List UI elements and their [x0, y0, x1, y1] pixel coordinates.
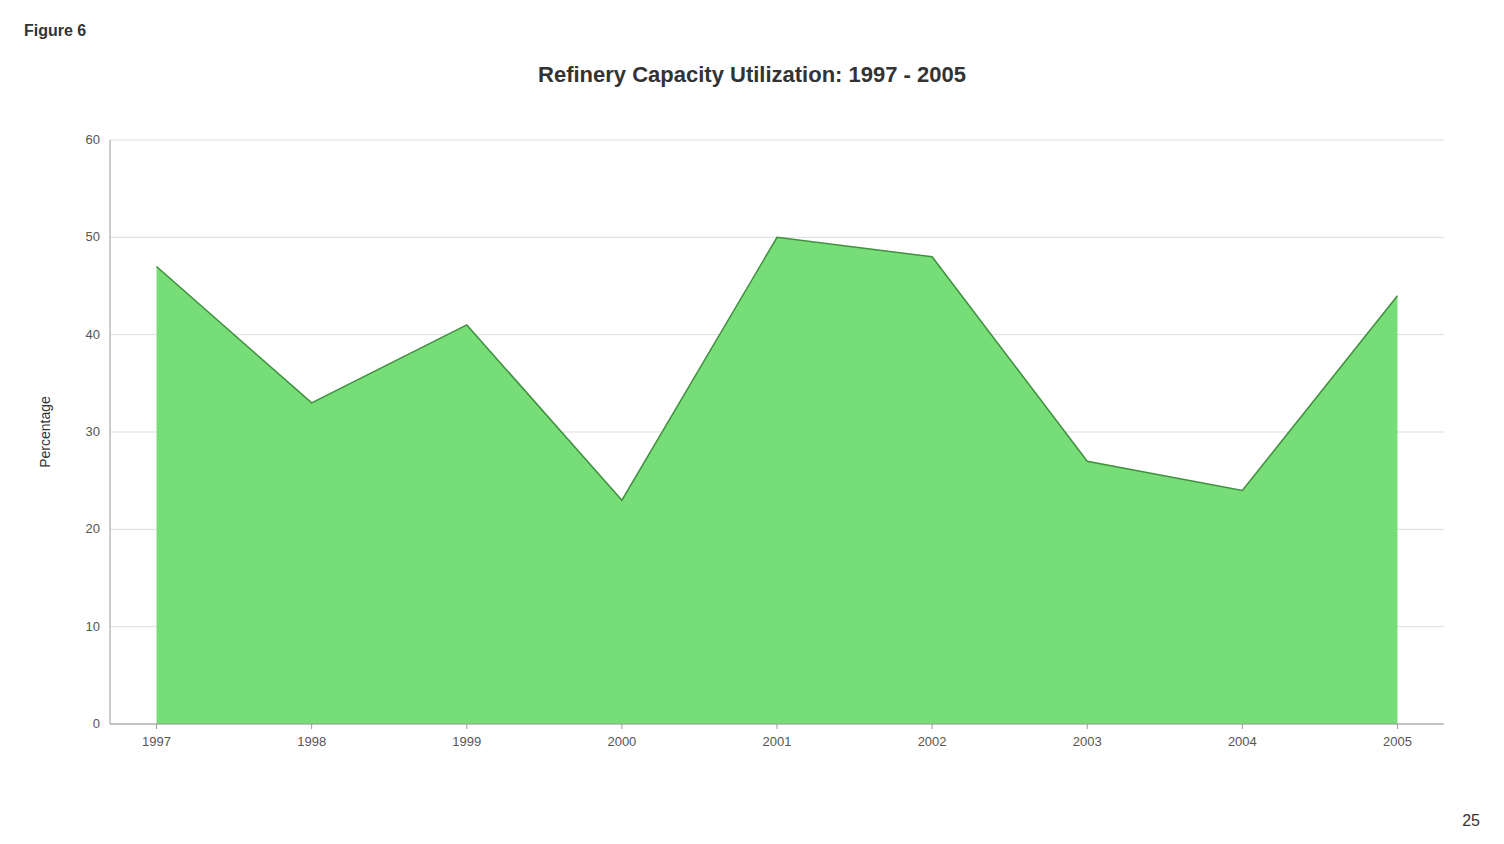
y-tick-label: 60 [86, 132, 100, 147]
x-tick [1397, 724, 1398, 729]
title: Refinery Capacity Utilization: 1997 - 20… [538, 62, 966, 87]
x-tick [932, 724, 933, 729]
x-tick [777, 724, 778, 729]
y-tick-label: 10 [86, 619, 100, 634]
x-tick-label: 1998 [297, 734, 326, 749]
y-axis-label: Percentage [37, 396, 53, 468]
x-tick-label: 2002 [918, 734, 947, 749]
y-tick-label: 40 [86, 327, 100, 342]
chart: Figure 6 25 Refinery Capacity Utilization:… [0, 0, 1504, 844]
chart-container: Figure 6 25 Refinery Capacity Utilization:… [0, 0, 1504, 844]
x-tick [621, 724, 622, 729]
y-tick-label: 30 [86, 424, 100, 439]
grid-line [110, 140, 1444, 141]
x-tick-label: 2000 [607, 734, 636, 749]
y-tick-label: 0 [93, 716, 100, 731]
y-tick-label: 50 [86, 229, 100, 244]
area [157, 237, 1398, 724]
x-tick-label: 1997 [142, 734, 171, 749]
x-tick-label: 2005 [1383, 734, 1412, 749]
x-tick [1087, 724, 1088, 729]
x-tick [1242, 724, 1243, 729]
x-tick [466, 724, 467, 729]
page-number: 25 [1462, 812, 1480, 829]
x-tick [156, 724, 157, 729]
plot-area [157, 237, 1398, 724]
x-tick [311, 724, 312, 729]
y-axis-line [110, 140, 111, 724]
x-tick-label: 2003 [1073, 734, 1102, 749]
area-outline [157, 237, 1398, 500]
x-tick-label: 1999 [452, 734, 481, 749]
figure-label: Figure 6 [24, 22, 86, 39]
x-tick-label: 2001 [763, 734, 792, 749]
y-grid [110, 140, 1444, 724]
x-tick-label: 2004 [1228, 734, 1257, 749]
y-tick-label: 20 [86, 521, 100, 536]
